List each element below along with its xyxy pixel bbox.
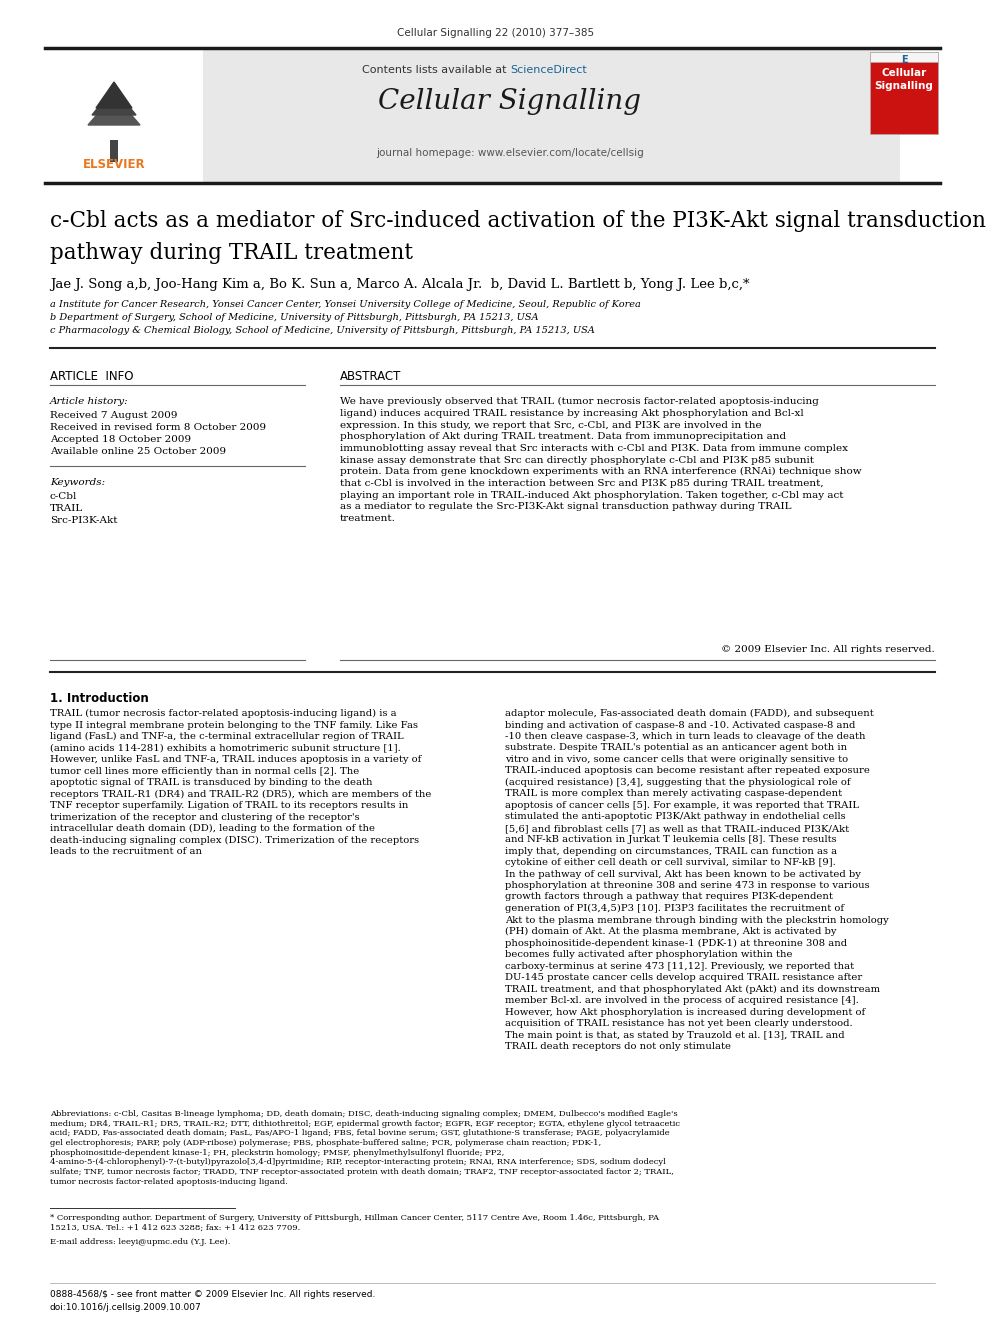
Text: Article history:: Article history: <box>50 397 129 406</box>
Text: adaptor molecule, Fas-associated death domain (FADD), and subsequent
binding and: adaptor molecule, Fas-associated death d… <box>505 709 889 1050</box>
Text: c Pharmacology & Chemical Biology, School of Medicine, University of Pittsburgh,: c Pharmacology & Chemical Biology, Schoo… <box>50 325 595 335</box>
Bar <box>110 140 118 161</box>
Text: pathway during TRAIL treatment: pathway during TRAIL treatment <box>50 242 413 265</box>
Text: ABSTRACT: ABSTRACT <box>340 370 402 382</box>
Text: Received 7 August 2009: Received 7 August 2009 <box>50 411 178 419</box>
Text: 1. Introduction: 1. Introduction <box>50 692 149 705</box>
Text: Received in revised form 8 October 2009: Received in revised form 8 October 2009 <box>50 423 266 433</box>
Text: Accepted 18 October 2009: Accepted 18 October 2009 <box>50 435 191 445</box>
Text: Available online 25 October 2009: Available online 25 October 2009 <box>50 447 226 456</box>
Text: ScienceDirect: ScienceDirect <box>510 65 586 75</box>
Text: © 2009 Elsevier Inc. All rights reserved.: © 2009 Elsevier Inc. All rights reserved… <box>721 646 935 654</box>
Text: * Corresponding author. Department of Surgery, University of Pittsburgh, Hillman: * Corresponding author. Department of Su… <box>50 1215 659 1232</box>
Text: ARTICLE  INFO: ARTICLE INFO <box>50 370 134 382</box>
Text: 0888-4568/$ - see front matter © 2009 Elsevier Inc. All rights reserved.: 0888-4568/$ - see front matter © 2009 El… <box>50 1290 375 1299</box>
Text: Contents lists available at: Contents lists available at <box>362 65 510 75</box>
Text: TRAIL: TRAIL <box>50 504 83 513</box>
Text: b Department of Surgery, School of Medicine, University of Pittsburgh, Pittsburg: b Department of Surgery, School of Medic… <box>50 314 539 321</box>
Bar <box>45 48 203 183</box>
Text: We have previously observed that TRAIL (tumor necrosis factor-related apoptosis-: We have previously observed that TRAIL (… <box>340 397 862 523</box>
Text: Keywords:: Keywords: <box>50 478 105 487</box>
Text: Cellular Signalling: Cellular Signalling <box>379 89 642 115</box>
Text: Src-PI3K-Akt: Src-PI3K-Akt <box>50 516 117 525</box>
Text: ELSEVIER: ELSEVIER <box>82 157 145 171</box>
Text: a Institute for Cancer Research, Yonsei Cancer Center, Yonsei University College: a Institute for Cancer Research, Yonsei … <box>50 300 641 310</box>
Text: E: E <box>901 56 908 65</box>
Text: Abbreviations: c-Cbl, Casitas B-lineage lymphoma; DD, death domain; DISC, death-: Abbreviations: c-Cbl, Casitas B-lineage … <box>50 1110 680 1185</box>
Text: doi:10.1016/j.cellsig.2009.10.007: doi:10.1016/j.cellsig.2009.10.007 <box>50 1303 201 1312</box>
Polygon shape <box>96 82 132 108</box>
Text: Cellular Signalling 22 (2010) 377–385: Cellular Signalling 22 (2010) 377–385 <box>398 28 594 38</box>
Text: Cellular
Signalling: Cellular Signalling <box>875 67 933 91</box>
Text: c-Cbl acts as a mediator of Src-induced activation of the PI3K-Akt signal transd: c-Cbl acts as a mediator of Src-induced … <box>50 210 986 232</box>
Bar <box>870 52 938 62</box>
Text: E-mail address: leeyi@upmc.edu (Y.J. Lee).: E-mail address: leeyi@upmc.edu (Y.J. Lee… <box>50 1238 230 1246</box>
Text: Jae J. Song a,b, Joo-Hang Kim a, Bo K. Sun a, Marco A. Alcala Jr.  b, David L. B: Jae J. Song a,b, Joo-Hang Kim a, Bo K. S… <box>50 278 750 291</box>
Text: c-Cbl: c-Cbl <box>50 492 77 501</box>
Polygon shape <box>88 95 140 124</box>
Bar <box>870 52 938 134</box>
Polygon shape <box>92 89 136 115</box>
Text: TRAIL (tumor necrosis factor-related apoptosis-inducing ligand) is a
type II int: TRAIL (tumor necrosis factor-related apo… <box>50 709 432 856</box>
Bar <box>45 48 900 183</box>
Text: journal homepage: www.elsevier.com/locate/cellsig: journal homepage: www.elsevier.com/locat… <box>376 148 644 157</box>
